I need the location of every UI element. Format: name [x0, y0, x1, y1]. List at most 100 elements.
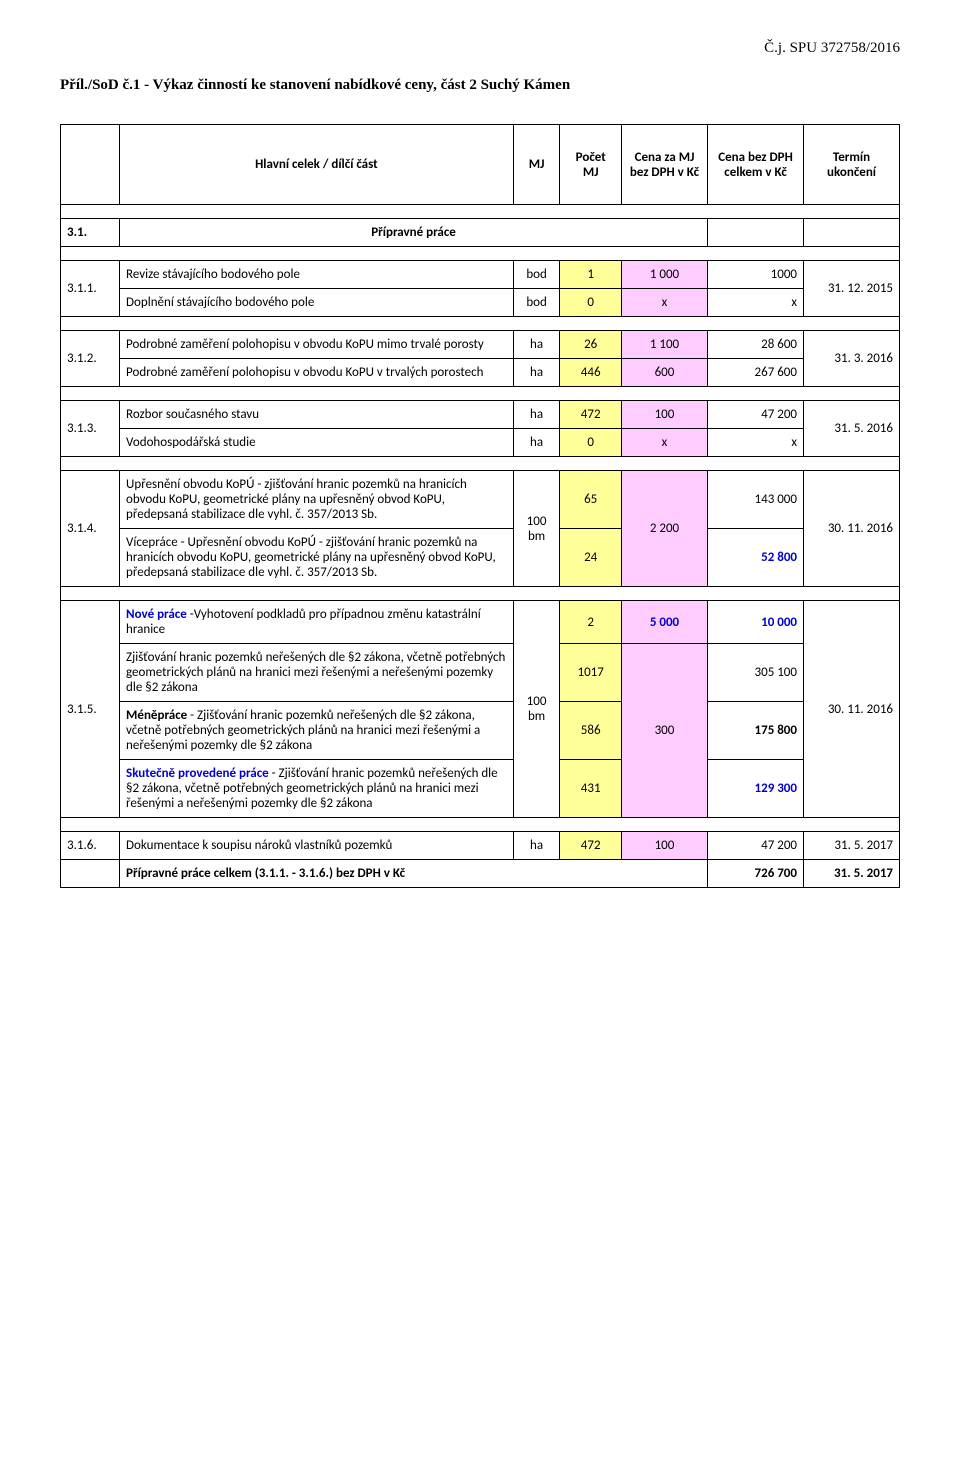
- desc-316: Dokumentace k soupisu nároků vlastníků p…: [120, 832, 514, 860]
- pocet-312-1: 26: [560, 331, 622, 359]
- cenamj-312-1: 1 100: [621, 331, 707, 359]
- idx-311: 3.1.1.: [61, 261, 120, 317]
- total-311-1: 1000: [708, 261, 804, 289]
- termin-total: 31. 5. 2017: [804, 860, 900, 888]
- total-315-1: 305 100: [708, 644, 804, 702]
- idx-314: 3.1.4.: [61, 471, 120, 587]
- termin-311: 31. 12. 2015: [804, 261, 900, 317]
- desc-313-2: Vodohospodářská studie: [120, 429, 514, 457]
- row-311-2: Doplnění stávajícího bodového pole bod 0…: [61, 289, 900, 317]
- row-315-1: Zjišťování hranic pozemků neřešených dle…: [61, 644, 900, 702]
- total-314-1: 143 000: [708, 471, 804, 529]
- total-314-2: 52 800: [708, 529, 804, 587]
- mj-313-2: ha: [513, 429, 560, 457]
- termin-312: 31. 3. 2016: [804, 331, 900, 387]
- total-313-1: 47 200: [708, 401, 804, 429]
- hdr-desc: Hlavní celek / dílčí část: [120, 125, 514, 205]
- pocet-316: 472: [560, 832, 622, 860]
- desc-314-2: Vícepráce - Upřesnění obvodu KoPÚ - zjiš…: [120, 529, 514, 587]
- total-313-2: x: [708, 429, 804, 457]
- hdr-pocet: Počet MJ: [560, 125, 622, 205]
- cenamj-313-2: x: [621, 429, 707, 457]
- cenamj-313-1: 100: [621, 401, 707, 429]
- desc-315-1: Zjišťování hranic pozemků neřešených dle…: [120, 644, 514, 702]
- row-316: 3.1.6. Dokumentace k soupisu nároků vlas…: [61, 832, 900, 860]
- pocet-312-2: 446: [560, 359, 622, 387]
- hdr-mj: MJ: [513, 125, 560, 205]
- desc-315-2: Méněpráce - Zjišťování hranic pozemků ne…: [120, 702, 514, 760]
- total-312-1: 28 600: [708, 331, 804, 359]
- desc-total: Přípravné práce celkem (3.1.1. - 3.1.6.)…: [120, 860, 708, 888]
- desc-312-1: Podrobné zaměření polohopisu v obvodu Ko…: [120, 331, 514, 359]
- cenamj-314b: 5 000: [621, 601, 707, 644]
- cenamj-316: 100: [621, 832, 707, 860]
- hdr-cena-mj: Cena za MJ bez DPH v Kč: [621, 125, 707, 205]
- label-31: Přípravné práce: [120, 219, 708, 247]
- desc-311-2: Doplnění stávajícího bodového pole: [120, 289, 514, 317]
- hdr-cena-total: Cena bez DPH celkem v Kč: [708, 125, 804, 205]
- mj-314: 100 bm: [513, 471, 560, 587]
- total-315-2: 175 800: [708, 702, 804, 760]
- row-313-1: 3.1.3. Rozbor současného stavu ha 472 10…: [61, 401, 900, 429]
- idx-31: 3.1.: [61, 219, 120, 247]
- termin-315: 30. 11. 2016: [804, 601, 900, 818]
- row-311-1: 3.1.1. Revize stávajícího bodového pole …: [61, 261, 900, 289]
- mj-311-2: bod: [513, 289, 560, 317]
- mj-315: 100 bm: [513, 601, 560, 818]
- pocet-315-1: 1017: [560, 644, 622, 702]
- mj-312-2: ha: [513, 359, 560, 387]
- desc-312-2: Podrobné zaměření polohopisu v obvodu Ko…: [120, 359, 514, 387]
- termin-313: 31. 5. 2016: [804, 401, 900, 457]
- row-312-1: 3.1.2. Podrobné zaměření polohopisu v ob…: [61, 331, 900, 359]
- idx-313: 3.1.3.: [61, 401, 120, 457]
- row-total: Přípravné práce celkem (3.1.1. - 3.1.6.)…: [61, 860, 900, 888]
- pocet-315-2: 586: [560, 702, 622, 760]
- termin-314: 30. 11. 2016: [804, 471, 900, 587]
- document-title: Příl./SoD č.1 - Výkaz činností ke stanov…: [60, 77, 900, 94]
- desc-313-1: Rozbor současného stavu: [120, 401, 514, 429]
- pocet-315-3: 431: [560, 760, 622, 818]
- cenamj-312-2: 600: [621, 359, 707, 387]
- pocet-313-1: 472: [560, 401, 622, 429]
- row-312-2: Podrobné zaměření polohopisu v obvodu Ko…: [61, 359, 900, 387]
- pocet-311-1: 1: [560, 261, 622, 289]
- mj-313-1: ha: [513, 401, 560, 429]
- total-314b: 10 000: [708, 601, 804, 644]
- cenamj-311-1: 1 000: [621, 261, 707, 289]
- desc-311-1: Revize stávajícího bodového pole: [120, 261, 514, 289]
- cenamj-315: 300: [621, 644, 707, 818]
- row-315-3: Skutečně provedené práce - Zjišťování hr…: [61, 760, 900, 818]
- pocet-313-2: 0: [560, 429, 622, 457]
- cenamj-314: 2 200: [621, 471, 707, 587]
- row-314-2: Vícepráce - Upřesnění obvodu KoPÚ - zjiš…: [61, 529, 900, 587]
- main-table: Hlavní celek / dílčí část MJ Počet MJ Ce…: [60, 124, 900, 888]
- idx-312: 3.1.2.: [61, 331, 120, 387]
- desc-315-3: Skutečně provedené práce - Zjišťování hr…: [120, 760, 514, 818]
- total-311-2: x: [708, 289, 804, 317]
- desc-314-1: Upřesnění obvodu KoPÚ - zjišťování hrani…: [120, 471, 514, 529]
- hdr-termin: Termín ukončení: [804, 125, 900, 205]
- idx-316: 3.1.6.: [61, 832, 120, 860]
- document-id: Č.j. SPU 372758/2016: [60, 40, 900, 57]
- pocet-314-2: 24: [560, 529, 622, 587]
- section-31: 3.1. Přípravné práce: [61, 219, 900, 247]
- header-row: Hlavní celek / dílčí část MJ Počet MJ Ce…: [61, 125, 900, 205]
- termin-316: 31. 5. 2017: [804, 832, 900, 860]
- hdr-idx: [61, 125, 120, 205]
- desc-314b: Nové práce -Vyhotovení podkladů pro příp…: [120, 601, 514, 644]
- cenamj-311-2: x: [621, 289, 707, 317]
- row-314b: 3.1.5. Nové práce -Vyhotovení podkladů p…: [61, 601, 900, 644]
- mj-316: ha: [513, 832, 560, 860]
- row-313-2: Vodohospodářská studie ha 0 x x: [61, 429, 900, 457]
- pocet-314b: 2: [560, 601, 622, 644]
- row-315-2: Méněpráce - Zjišťování hranic pozemků ne…: [61, 702, 900, 760]
- total-315-3: 129 300: [708, 760, 804, 818]
- pocet-311-2: 0: [560, 289, 622, 317]
- total-316: 47 200: [708, 832, 804, 860]
- mj-311-1: bod: [513, 261, 560, 289]
- mj-312-1: ha: [513, 331, 560, 359]
- total-312-2: 267 600: [708, 359, 804, 387]
- idx-315: 3.1.5.: [61, 601, 120, 818]
- pocet-314-1: 65: [560, 471, 622, 529]
- total-total: 726 700: [708, 860, 804, 888]
